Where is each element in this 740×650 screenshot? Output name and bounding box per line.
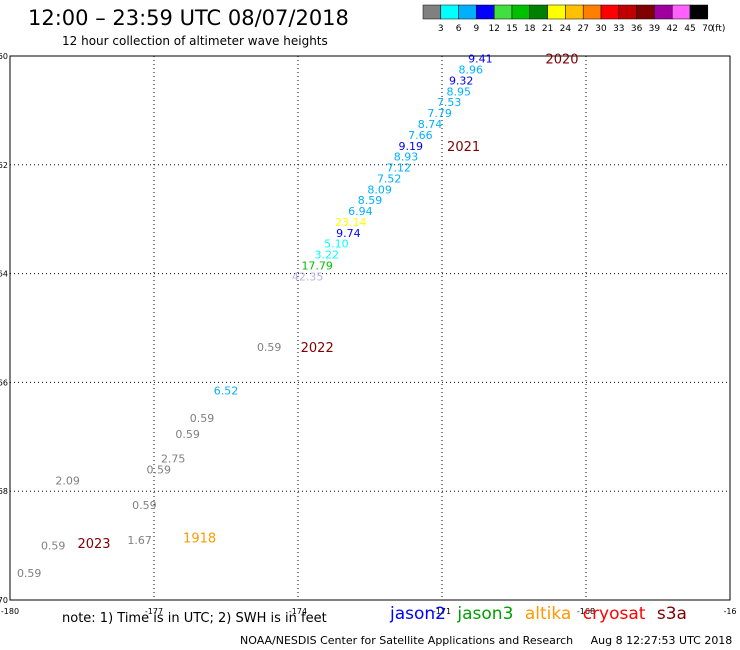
wave-height-label: 9.19 (399, 140, 424, 153)
footer-credit: NOAA/NESDIS Center for Satellite Applica… (240, 634, 574, 647)
map-frame (9, 55, 731, 601)
map-title: 12:00 – 23:59 UTC 08/07/2018 (28, 6, 349, 30)
wave-height-label: 1.67 (127, 534, 152, 547)
wave-height-label: 8.93 (394, 151, 419, 164)
colorbar-label: 3 (438, 24, 444, 34)
latitude-tick-label: -64 (0, 270, 8, 279)
time-annotation: 1918 (183, 531, 216, 546)
colorbar-label: 12 (488, 24, 499, 34)
latitude-tick-label: -62 (0, 161, 8, 170)
wave-height-label: 7.66 (408, 129, 433, 142)
color-scale-bar: 3 6 9 12 15 18 21 24 27 30 33 36 39 42 45 70(ft) (422, 4, 726, 34)
wave-height-label: 7.53 (437, 96, 462, 109)
wave-height-label: 17.79 (301, 259, 333, 272)
longitude-tick-label: -171 (433, 607, 451, 616)
wave-height-label: 9.74 (336, 227, 361, 240)
colorbar-unit: (ft) (712, 24, 726, 34)
wave-height-label: 6.94 (348, 205, 373, 218)
colorbar-label: 9 (474, 24, 480, 34)
colorbar-label: 6 (456, 24, 462, 34)
longitude-tick-label: -177 (145, 607, 163, 616)
legend-s3a: s3a (656, 604, 687, 624)
wave-height-label: 0.59 (41, 540, 66, 553)
colorbar-swatch (689, 4, 709, 20)
wave-height-label: 0.59 (147, 463, 172, 476)
wave-height-label: 42.35 (292, 270, 324, 283)
wave-height-label: 9.32 (449, 74, 474, 87)
wave-height-label: 0.59 (132, 499, 157, 512)
longitude-tick-label: -16 (723, 607, 736, 616)
wave-height-label: 8.09 (367, 183, 392, 196)
wave-height-label: 2.09 (55, 474, 80, 487)
latitude-tick-label: -68 (0, 487, 8, 496)
wave-height-label: 3.22 (315, 249, 340, 262)
wave-height-label: 6.52 (214, 385, 239, 398)
wave-height-label: 0.59 (257, 341, 282, 354)
wave-height-label: 8.59 (358, 194, 383, 207)
colorbar-label: 33 (613, 24, 624, 34)
colorbar-label: 24 (560, 24, 572, 34)
legend-jason2: jason2 (390, 604, 446, 624)
wave-height-label: 7.52 (377, 172, 402, 185)
legend-cryosat: cryosat (582, 604, 646, 624)
colorbar-label: 36 (631, 24, 643, 34)
legend-altika: altika (524, 604, 572, 624)
map-subtitle: 12 hour collection of altimeter wave hei… (62, 34, 328, 48)
time-annotation: 2023 (77, 537, 110, 552)
latitude-tick-label: -66 (0, 378, 8, 387)
wave-height-label: 8.74 (418, 118, 443, 131)
longitude-tick-label: -180 (1, 607, 19, 616)
wave-height-label: 8.95 (447, 85, 472, 98)
footer: NOAA/NESDIS Center for Satellite Applica… (240, 634, 732, 647)
wave-height-label: 8.96 (459, 64, 484, 77)
note-text: note: 1) Time is in UTC; 2) SWH is in fe… (62, 611, 327, 626)
colorbar-label: 18 (524, 24, 536, 34)
wave-height-label: 9.41 (468, 53, 493, 66)
legend-jason3: jason3 (457, 604, 514, 624)
wave-height-label: 7.12 (387, 162, 412, 175)
wave-height-label: 7.79 (427, 107, 452, 120)
colorbar-label: 27 (577, 24, 588, 34)
longitude-tick-label: -168 (577, 607, 595, 616)
wave-height-label: 0.59 (190, 412, 215, 425)
colorbar-label: 21 (542, 24, 553, 34)
time-annotation: 2021 (447, 140, 480, 155)
latitude-tick-label: -60 (0, 52, 8, 61)
footer-timestamp: Aug 8 12:27:53 UTC 2018 (590, 634, 733, 647)
time-annotation: 2022 (301, 341, 334, 356)
wave-height-label: 2.75 (161, 453, 186, 466)
colorbar-label: 70 (702, 24, 714, 34)
colorbar-label: 39 (649, 24, 661, 34)
time-annotation: 2020 (545, 53, 578, 68)
wave-height-label: 0.59 (17, 567, 42, 580)
colorbar-label: 42 (666, 24, 677, 34)
wave-height-map: -180 -177 -174 -171 -168 -16 -60 -62 -64 -66 -68 -7… (0, 52, 737, 616)
wave-height-label: 0.59 (175, 428, 200, 441)
latitude-tick-label: -70 (0, 596, 8, 605)
satellite-legend: jason2 jason3 altika cryosat s3a (390, 604, 693, 624)
colorbar-label: 45 (684, 24, 695, 34)
longitude-tick-label: -174 (289, 607, 307, 616)
colorbar-label: 30 (595, 24, 607, 34)
wave-height-label: 23.14 (335, 216, 367, 229)
colorbar-label: 15 (506, 24, 517, 34)
wave-height-label: 5.10 (324, 238, 349, 251)
